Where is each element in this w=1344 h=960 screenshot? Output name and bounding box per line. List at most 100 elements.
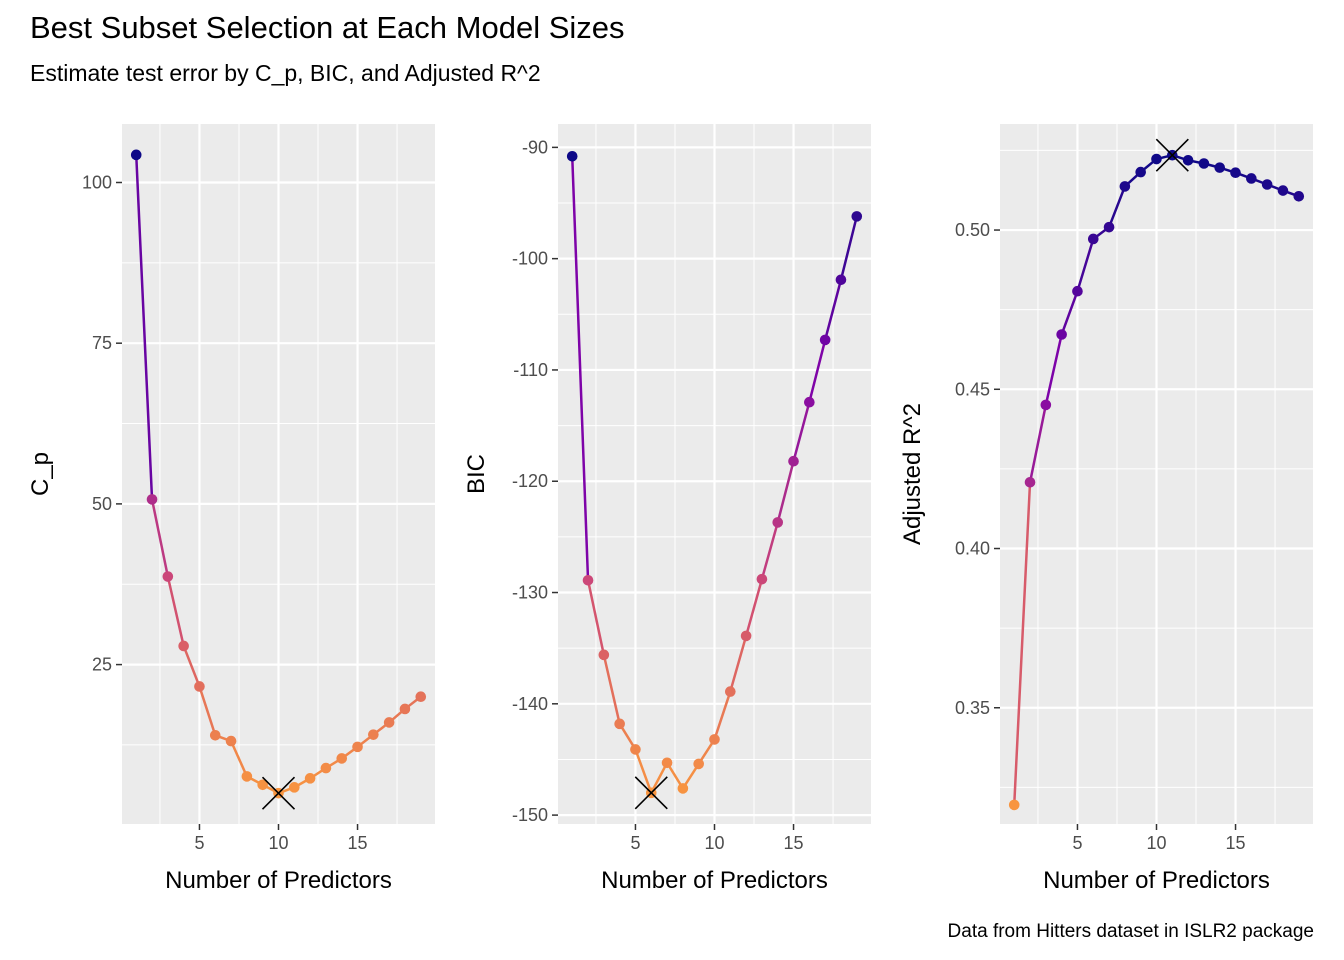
data-point: [178, 640, 189, 652]
data-point: [209, 729, 221, 741]
y-tick-label: -130: [512, 583, 548, 603]
data-point: [1024, 476, 1036, 488]
series-segment: [839, 215, 859, 282]
series-segment: [1060, 289, 1079, 336]
series-segment: [823, 278, 843, 342]
series-segment: [760, 521, 779, 581]
y-tick-label: -100: [512, 249, 548, 269]
x-axis-title: Number of Predictors: [1043, 867, 1270, 894]
data-point: [1246, 173, 1257, 184]
data-point: [194, 681, 205, 692]
data-point: [1261, 179, 1273, 190]
series-segment: [1012, 481, 1032, 807]
data-point: [162, 571, 174, 582]
data-point: [709, 734, 720, 745]
data-point: [130, 149, 142, 161]
data-point: [1056, 329, 1067, 340]
series-segment: [1076, 237, 1095, 293]
y-axis-title: C_p: [27, 452, 54, 496]
data-point: [851, 211, 863, 222]
series-segment: [729, 634, 748, 693]
data-point: [1214, 162, 1226, 173]
y-tick-label: -120: [512, 471, 548, 491]
series-segment: [650, 761, 669, 795]
data-point: [1277, 185, 1289, 196]
y-tick-label: -90: [522, 137, 548, 157]
y-tick-label: 0.45: [955, 379, 990, 399]
series-segment: [808, 338, 827, 404]
series-segment: [713, 690, 732, 741]
series-segment: [792, 400, 811, 463]
series-segment: [602, 653, 621, 726]
data-point: [1151, 153, 1162, 165]
y-tick-label: -140: [512, 694, 548, 714]
data-point: [304, 773, 316, 784]
data-point: [614, 718, 625, 730]
y-axis-title: Adjusted R^2: [899, 403, 926, 545]
y-tick-label: 0.50: [955, 220, 990, 240]
data-point: [1008, 799, 1020, 811]
series-segment: [586, 579, 606, 657]
data-point: [566, 150, 578, 162]
panel-1: 25 50 75 100 5 10 15 Number of Predictors C_p: [27, 124, 435, 894]
series-segment: [570, 155, 590, 582]
x-tick-label: 10: [268, 833, 288, 853]
chart-subtitle: Estimate test error by C_p, BIC, and Adj…: [30, 60, 541, 86]
optimum-marker: [1155, 138, 1189, 172]
y-tick-label: -110: [513, 360, 548, 380]
data-point: [1103, 221, 1115, 233]
data-point: [693, 758, 704, 770]
data-point: [1135, 166, 1146, 178]
data-point: [383, 717, 395, 728]
optimum-marker: [261, 776, 296, 810]
data-point: [740, 630, 752, 642]
panel-2: -150 -140 -130 -120 -110 -100 -90 5 10 15 Number o…: [463, 124, 871, 894]
data-point: [368, 729, 379, 740]
series-segment: [776, 459, 795, 524]
data-point: [1087, 233, 1099, 245]
y-tick-label: 0.35: [955, 698, 990, 718]
x-tick-label: 5: [630, 833, 640, 853]
data-point: [756, 573, 768, 585]
data-point: [725, 686, 736, 697]
chart-caption: Data from Hitters dataset in ISLR2 packa…: [947, 921, 1314, 942]
data-point: [788, 455, 799, 467]
x-axis-title: Number of Predictors: [601, 867, 828, 894]
data-point: [1072, 285, 1083, 297]
y-tick-label: 100: [82, 172, 112, 192]
series-segment: [182, 644, 201, 688]
data-point: [1293, 190, 1305, 202]
series-segment: [150, 498, 170, 578]
data-point: [1040, 399, 1052, 411]
series-segment: [1107, 185, 1127, 229]
data-point: [1182, 155, 1194, 166]
series-segment: [166, 575, 185, 648]
data-point: [804, 396, 815, 408]
data-point: [399, 703, 411, 715]
data-point: [352, 741, 363, 753]
data-point: [320, 762, 332, 774]
data-point: [1119, 181, 1131, 192]
data-point: [225, 735, 237, 747]
data-point: [630, 744, 641, 755]
series-segment: [1028, 403, 1048, 484]
x-tick-label: 5: [194, 833, 204, 853]
y-tick-label: 0.40: [955, 539, 990, 559]
series-segment: [1044, 333, 1063, 407]
y-tick-label: 50: [92, 494, 112, 514]
data-point: [1230, 167, 1241, 179]
data-point: [661, 757, 673, 769]
series-segment: [198, 685, 217, 737]
series-segment: [634, 748, 653, 795]
series-segment: [744, 577, 764, 638]
panel-3: 0.35 0.40 0.45 0.50 5 10 15 Number of Predictor…: [899, 124, 1313, 894]
data-point: [598, 649, 610, 661]
x-tick-label: 10: [704, 833, 724, 853]
data-point: [1198, 158, 1210, 169]
optimum-marker: [634, 776, 668, 810]
data-point: [819, 334, 831, 346]
data-point: [772, 517, 784, 528]
data-point: [677, 783, 689, 794]
data-point: [582, 574, 594, 586]
y-tick-label: 25: [92, 655, 112, 675]
